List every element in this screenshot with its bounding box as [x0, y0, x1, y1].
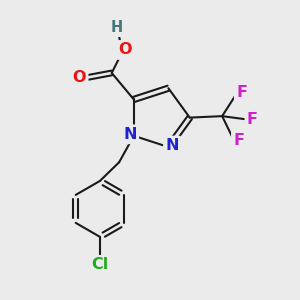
Text: N: N: [123, 127, 137, 142]
Text: O: O: [118, 43, 132, 58]
Text: O: O: [73, 70, 86, 85]
Text: F: F: [236, 85, 247, 100]
Text: H: H: [111, 20, 123, 35]
Text: N: N: [166, 138, 179, 153]
Text: F: F: [233, 133, 244, 148]
Text: F: F: [247, 112, 258, 127]
Text: Cl: Cl: [91, 257, 109, 272]
